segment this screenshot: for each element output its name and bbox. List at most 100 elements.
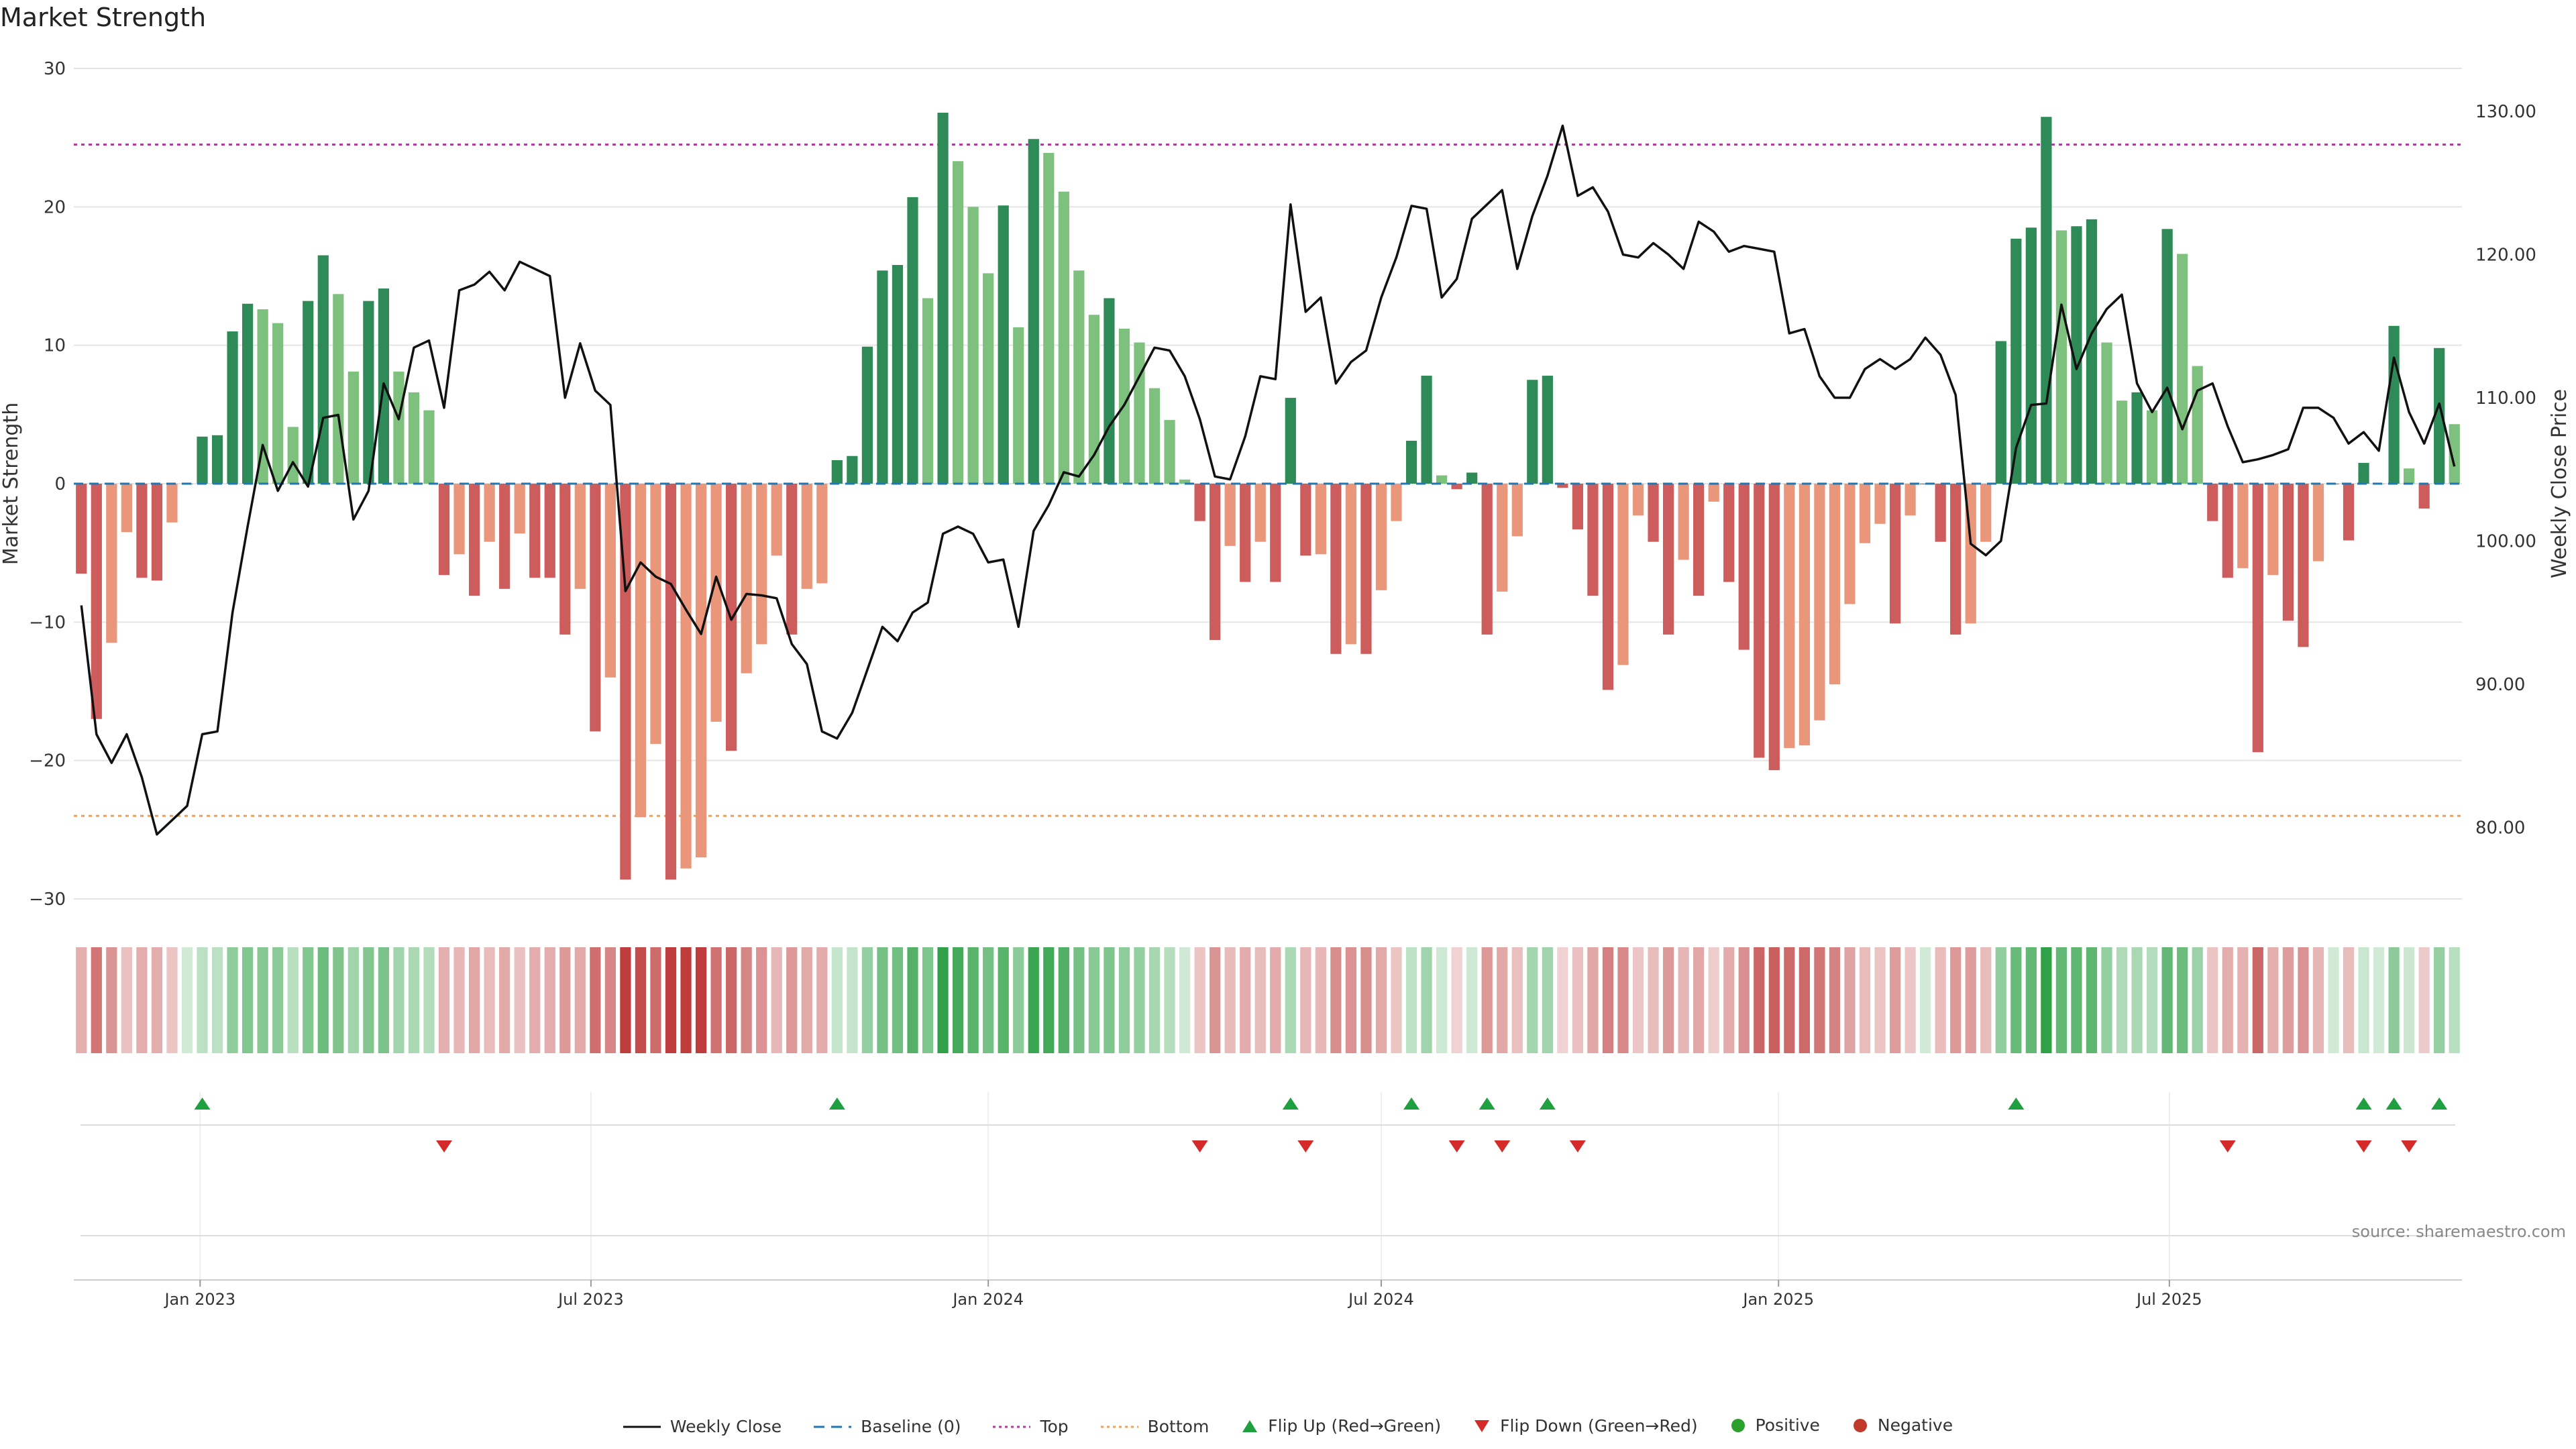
strength-bar: [2282, 484, 2294, 621]
heat-strip-cell: [1164, 947, 1175, 1053]
strength-bar: [1451, 484, 1462, 490]
heat-strip-cell: [1497, 947, 1508, 1053]
heat-strip-cell: [786, 947, 798, 1053]
heat-strip-cell: [620, 947, 631, 1053]
heat-strip-cell: [2237, 947, 2249, 1053]
heat-strip-cell: [393, 947, 405, 1053]
strength-bar: [1466, 472, 1478, 484]
y2-tick-label: 100.00: [2475, 531, 2536, 551]
heat-strip-cell: [121, 947, 132, 1053]
heat-strip-cell: [1088, 947, 1099, 1053]
heat-strip-cell: [197, 947, 208, 1053]
heat-strip-cell: [1466, 947, 1478, 1053]
strength-bar: [2131, 392, 2143, 484]
strength-bar: [1844, 484, 1856, 604]
strength-bar: [1330, 484, 1342, 654]
strength-bar: [1859, 484, 1871, 543]
strength-bar: [574, 484, 586, 589]
y-tick-label: 10: [44, 336, 66, 356]
heat-strip-cell: [1678, 947, 1689, 1053]
heat-strip-cell: [303, 947, 314, 1053]
heat-strip-cell: [1662, 947, 1674, 1053]
strength-bar: [877, 270, 888, 484]
strength-bar: [1254, 484, 1266, 542]
strength-bar: [211, 435, 223, 484]
heat-strip-cell: [1693, 947, 1705, 1053]
heat-strip-cell: [2131, 947, 2143, 1053]
heat-strip-cell: [529, 947, 541, 1053]
strength-bar: [756, 484, 767, 645]
strength-bar: [438, 484, 450, 576]
legend-label: Positive: [1755, 1415, 1820, 1435]
heat-strip-cell: [1632, 947, 1644, 1053]
strength-bar: [242, 303, 254, 484]
heat-strip-cell: [106, 947, 117, 1053]
heat-strip-cell: [1814, 947, 1825, 1053]
strength-bar: [590, 484, 601, 732]
legend-label: Top: [1040, 1417, 1069, 1436]
legend-label: Bottom: [1147, 1417, 1210, 1436]
heat-strip-cell: [1405, 947, 1417, 1053]
flip-down-marker: [1297, 1140, 1314, 1152]
flip-down-marker: [2355, 1140, 2372, 1152]
x-tick-label: Jan 2024: [951, 1290, 1024, 1309]
flip-up-marker: [1282, 1097, 1299, 1110]
flip-down-marker: [2401, 1140, 2418, 1152]
strength-bar: [1935, 484, 1946, 542]
dotted-line-swatch: [1100, 1426, 1138, 1428]
strength-bar: [1224, 484, 1236, 546]
heat-strip-cell: [2161, 947, 2173, 1053]
x-tick-label: Jan 2025: [1741, 1290, 1814, 1309]
strength-bar: [1270, 484, 1281, 582]
heat-strip-cell: [1995, 947, 2006, 1053]
heat-strip-cell: [1345, 947, 1357, 1053]
y-tick-label: −20: [29, 751, 66, 771]
heat-strip-cell: [1013, 947, 1024, 1053]
strength-bar: [1088, 315, 1099, 484]
strength-bar: [1572, 484, 1584, 530]
strength-bar: [1784, 484, 1795, 749]
heat-strip-cell: [907, 947, 918, 1053]
strength-bar: [408, 392, 420, 484]
heat-strip-cell: [136, 947, 148, 1053]
heat-strip-cell: [1285, 947, 1296, 1053]
y-tick-label: 30: [44, 59, 66, 79]
strength-bar: [937, 113, 949, 484]
heat-strip-cell: [514, 947, 525, 1053]
heat-strip-cell: [272, 947, 284, 1053]
strength-bar: [892, 264, 904, 484]
strength-bar: [2207, 484, 2218, 521]
heat-strip-cell: [847, 947, 858, 1053]
heat-strip-cell: [211, 947, 223, 1053]
strength-bar: [771, 484, 782, 556]
heat-strip-cell: [1542, 947, 1553, 1053]
legend-flip-up: Flip Up (Red→Green): [1241, 1416, 1441, 1436]
strength-bar: [514, 484, 525, 534]
strength-bar: [983, 273, 994, 484]
heat-strip-cell: [983, 947, 994, 1053]
y2-axis-label: Weekly Close Price: [2548, 389, 2571, 578]
heat-strip-cell: [76, 947, 87, 1053]
heat-strip-cell: [1360, 947, 1372, 1053]
strength-bar: [831, 460, 843, 484]
heat-strip-cell: [1421, 947, 1432, 1053]
strength-bar: [635, 484, 647, 818]
strength-bar: [2267, 484, 2279, 576]
heat-strip-cell: [1104, 947, 1115, 1053]
heat-strip-cell: [227, 947, 238, 1053]
strength-bar: [1240, 484, 1251, 582]
heat-strip-cell: [423, 947, 435, 1053]
strength-bar: [166, 484, 178, 523]
strength-bar: [347, 371, 359, 484]
dashed-line-swatch: [814, 1426, 852, 1428]
heat-strip-cell: [181, 947, 193, 1053]
heat-strip-cell: [816, 947, 828, 1053]
strength-bar: [2146, 410, 2158, 484]
heat-strip-cell: [242, 947, 254, 1053]
strength-bar: [2041, 117, 2052, 484]
strength-bar: [287, 427, 299, 484]
heat-strip-cell: [2055, 947, 2068, 1053]
strength-bar: [1194, 484, 1205, 521]
strength-bar: [1648, 484, 1659, 542]
strength-bar: [1104, 298, 1115, 484]
